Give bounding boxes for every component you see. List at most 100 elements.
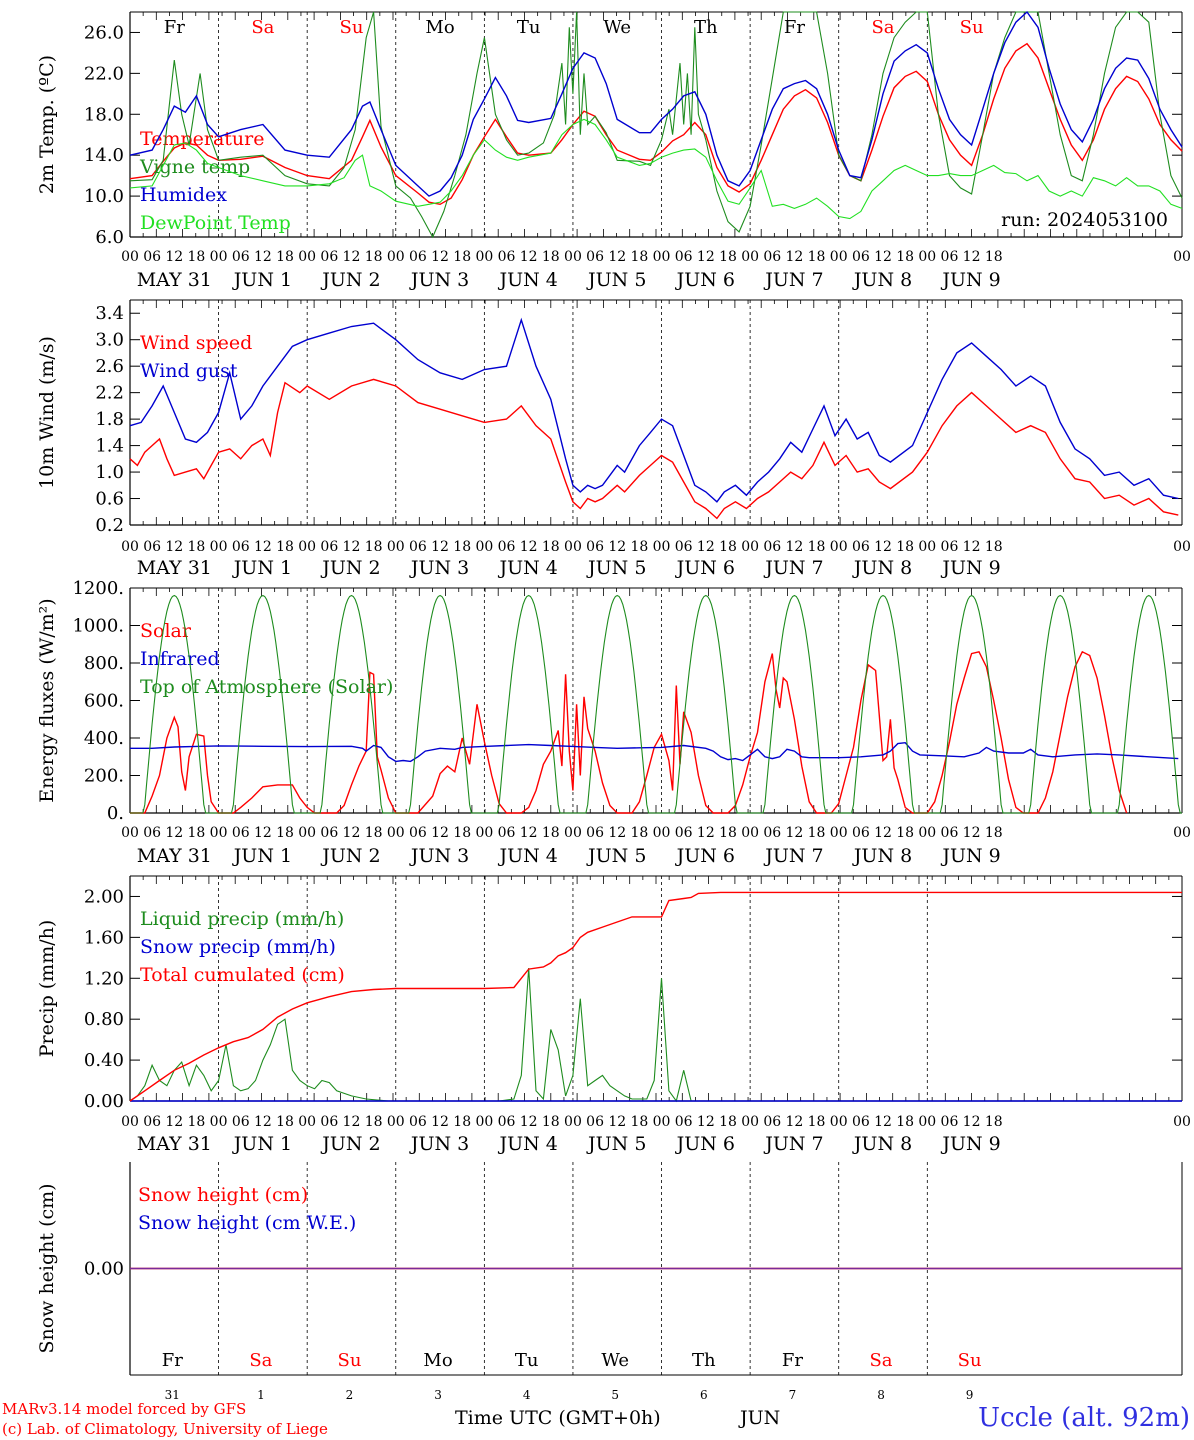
date-label: JUN 3 xyxy=(409,845,469,867)
date-label: JUN 7 xyxy=(763,845,823,867)
date-label: JUN 8 xyxy=(852,845,912,867)
hour-tick-label: 12 xyxy=(786,1114,804,1130)
hour-tick-label: 18 xyxy=(453,249,471,265)
hour-tick-label: 00 xyxy=(210,825,228,841)
series-line-wind-gust xyxy=(129,317,1179,503)
date-label: JUN 6 xyxy=(675,557,735,579)
date-label: MAY 31 xyxy=(137,557,212,579)
hour-tick-label: 06 xyxy=(675,1114,693,1130)
y-tick-label: 0.00 xyxy=(84,1091,124,1112)
y-tick-label: 1.20 xyxy=(84,968,124,989)
hour-tick-label: 18 xyxy=(896,539,914,555)
hour-tick-label: 12 xyxy=(520,539,538,555)
legend-entry: Humidex xyxy=(140,184,227,206)
y-tick-label: 3.4 xyxy=(95,303,124,324)
weekday-label: Sa xyxy=(249,1350,272,1371)
date-label: JUN 4 xyxy=(497,845,557,867)
hour-tick-label: 12 xyxy=(608,249,626,265)
hour-tick-label: 00 xyxy=(918,249,936,265)
day-number-label: 9 xyxy=(966,1388,974,1402)
hour-tick-label: 18 xyxy=(365,825,383,841)
hour-tick-label: 00 xyxy=(564,825,582,841)
hour-tick-label: 00 xyxy=(121,825,139,841)
hour-tick-label: 00 xyxy=(741,249,759,265)
y-tick-label: 3.0 xyxy=(95,330,124,351)
hour-tick-label: 06 xyxy=(232,249,250,265)
lab-credit: (c) Lab. of Climatology, University of L… xyxy=(2,1420,328,1438)
date-label: JUN 4 xyxy=(497,557,557,579)
y-axis-label: Snow height (cm) xyxy=(36,1183,58,1353)
hour-tick-label: 12 xyxy=(520,249,538,265)
hour-tick-label: 06 xyxy=(675,539,693,555)
run-label: run: 2024053100 xyxy=(1001,209,1168,231)
hour-tick-label: 06 xyxy=(852,825,870,841)
date-label: JUN 1 xyxy=(232,269,292,291)
hour-tick-label: 00 xyxy=(475,249,493,265)
hour-tick-label: 06 xyxy=(320,539,338,555)
hour-tick-label: 06 xyxy=(232,539,250,555)
hour-tick-label: 12 xyxy=(963,539,981,555)
month-label: JUN xyxy=(738,1407,780,1429)
hour-tick-label: 12 xyxy=(431,539,449,555)
hour-tick-label: 12 xyxy=(254,249,272,265)
hour-tick-label: 18 xyxy=(542,249,560,265)
weekday-label: Fr xyxy=(784,17,805,38)
model-credit: MARv3.14 model forced by GFS xyxy=(2,1400,246,1418)
y-tick-label: 1200. xyxy=(72,578,124,599)
hour-tick-label: 18 xyxy=(453,539,471,555)
day-number-label: 6 xyxy=(700,1388,708,1402)
hour-tick-label: 00 xyxy=(210,539,228,555)
y-axis-label: Precip (mm/h) xyxy=(36,920,58,1058)
legend-entry: DewPoint Temp xyxy=(140,212,291,234)
hour-tick-label: 18 xyxy=(896,249,914,265)
hour-tick-label: 18 xyxy=(896,825,914,841)
date-label: JUN 9 xyxy=(940,845,1000,867)
hour-tick-label: 00 xyxy=(121,1114,139,1130)
hour-tick-label: 00 xyxy=(918,825,936,841)
hour-tick-label: 12 xyxy=(697,825,715,841)
weekday-label: Su xyxy=(340,17,364,38)
date-label: JUN 7 xyxy=(763,1133,823,1155)
hour-tick-label: 00 xyxy=(298,1114,316,1130)
energy-panel: 00 06 12 18 00 06 12 18 00 06 12 18 00 06 12 18 00 06 12 18… xyxy=(36,578,1191,867)
hour-tick-label: 00 xyxy=(830,825,848,841)
legend-entry: Wind gust xyxy=(140,360,238,382)
legend-entry: Vigne temp xyxy=(139,156,250,178)
hour-tick-label: 18 xyxy=(188,825,206,841)
hour-tick-label: 18 xyxy=(453,825,471,841)
weekday-label: Th xyxy=(692,1350,716,1371)
date-label: JUN 5 xyxy=(586,269,646,291)
y-tick-label: 26.0 xyxy=(84,22,124,43)
weekday-label: Fr xyxy=(164,17,185,38)
hour-tick-label: 12 xyxy=(963,249,981,265)
date-label: JUN 8 xyxy=(852,557,912,579)
hour-tick-label: 00 xyxy=(1173,825,1191,841)
date-label: JUN 2 xyxy=(320,1133,380,1155)
legend-entry: Total cumulated (cm) xyxy=(140,964,345,986)
series-line-solar xyxy=(130,650,1128,814)
hour-tick-label: 12 xyxy=(874,1114,892,1130)
hour-tick-label: 00 xyxy=(387,825,405,841)
hour-tick-label: 18 xyxy=(985,539,1003,555)
temperature-panel: 00 06 12 18 00 06 12 18 00 06 12 18 00 06 12 18 00 06 12 18… xyxy=(36,10,1191,291)
legend-entry: Infrared xyxy=(140,648,220,670)
series-line-infrared xyxy=(130,741,1179,763)
legend-entry: Top of Atmosphere (Solar) xyxy=(140,676,393,698)
weekday-label: Sa xyxy=(251,17,274,38)
legend-entry: Liquid precip (mm/h) xyxy=(140,908,344,930)
y-tick-label: 1000. xyxy=(72,616,124,637)
hour-tick-label: 12 xyxy=(254,539,272,555)
y-axis-label: Energy fluxes (W/m²) xyxy=(36,598,58,802)
hour-tick-label: 12 xyxy=(608,825,626,841)
y-axis-label: 2m Temp. (ºC) xyxy=(36,55,58,194)
hour-tick-label: 06 xyxy=(498,249,516,265)
hour-tick-label: 00 xyxy=(918,539,936,555)
hour-tick-label: 18 xyxy=(365,1114,383,1130)
legend-entry: Snow height (cm W.E.) xyxy=(138,1212,356,1234)
hour-tick-label: 06 xyxy=(763,825,781,841)
weekday-label: Sa xyxy=(869,1350,892,1371)
hour-tick-label: 12 xyxy=(165,1114,183,1130)
hour-tick-label: 06 xyxy=(763,1114,781,1130)
date-label: JUN 5 xyxy=(586,1133,646,1155)
hour-tick-label: 06 xyxy=(852,249,870,265)
